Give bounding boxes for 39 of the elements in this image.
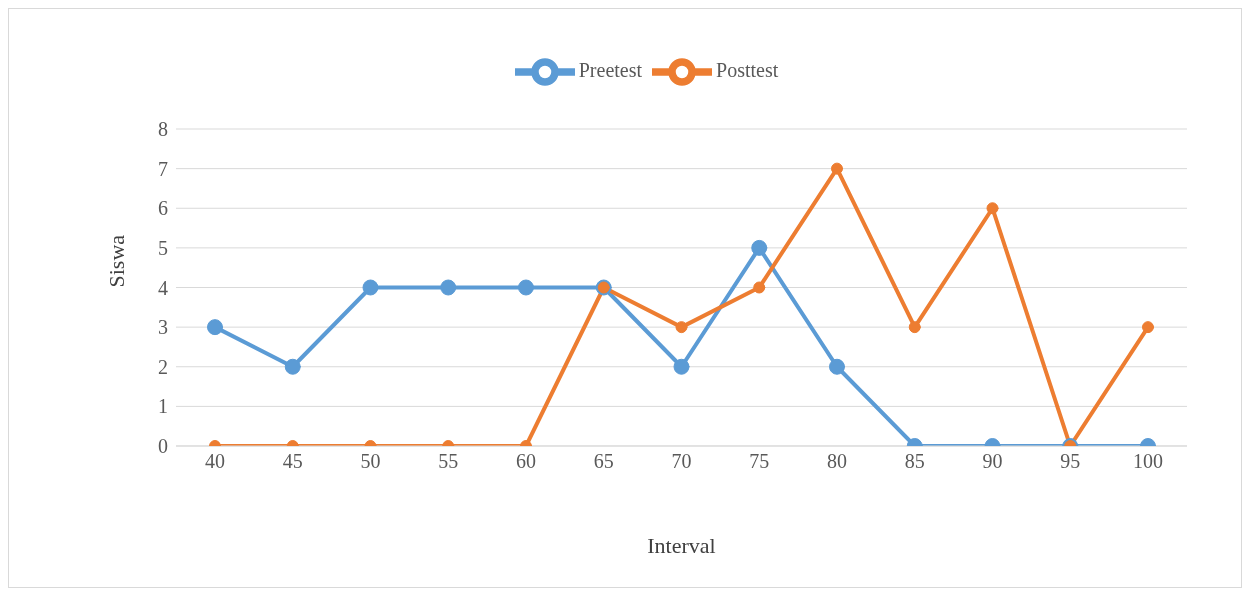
x-axis-title: Interval — [647, 533, 716, 558]
x-tick-label: 90 — [982, 450, 1003, 473]
y-tick-label: 6 — [158, 197, 168, 220]
y-tick-label: 3 — [158, 316, 168, 339]
x-tick-label: 95 — [1060, 450, 1081, 473]
point — [518, 279, 534, 296]
y-tick-label: 4 — [158, 276, 168, 299]
point — [440, 279, 457, 296]
y-tick-label: 0 — [158, 435, 168, 458]
y-tick-label: 7 — [158, 157, 168, 180]
y-tick-label: 2 — [158, 355, 168, 378]
point — [829, 358, 845, 375]
y-tick-label: 1 — [158, 395, 168, 418]
y-tick-label: 5 — [158, 236, 168, 259]
point — [1142, 321, 1154, 334]
legend-label: Preetest — [578, 58, 643, 81]
x-tick-label: 45 — [282, 450, 303, 473]
x-tick-label: 75 — [749, 450, 770, 473]
x-tick-label: 100 — [1133, 450, 1163, 473]
x-tick-label: 55 — [438, 450, 459, 473]
point — [284, 358, 301, 375]
x-tick-label: 40 — [205, 450, 225, 473]
point — [986, 202, 999, 215]
point — [675, 321, 688, 334]
point — [753, 281, 766, 294]
point — [207, 319, 223, 336]
point — [362, 279, 379, 296]
x-tick-label: 65 — [593, 450, 614, 473]
point — [751, 239, 768, 256]
legend-label: Posttest — [716, 58, 779, 81]
x-tick-label: 80 — [827, 450, 847, 473]
x-tick-label: 50 — [360, 450, 381, 473]
x-tick-label: 85 — [904, 450, 925, 473]
x-tick-label: 70 — [671, 450, 692, 473]
y-tick-label: 8 — [158, 118, 168, 141]
point — [908, 321, 921, 334]
x-tick-label: 60 — [516, 450, 536, 473]
point — [673, 358, 690, 375]
y-axis-title: Siswa — [103, 234, 129, 288]
